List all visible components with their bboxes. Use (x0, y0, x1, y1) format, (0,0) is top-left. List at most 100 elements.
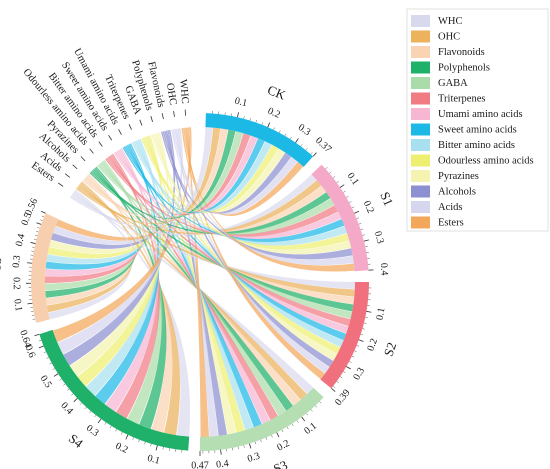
legend-swatch-umami-amino-acids (411, 108, 430, 120)
category-label-ohc: OHC (164, 82, 178, 106)
tick-label-s4-t2: 0.3 (84, 423, 101, 439)
minor-tick-s2 (349, 361, 352, 363)
legend-swatch-sweet-amino-acids (411, 123, 430, 136)
chord-s3-triterpenes (109, 155, 279, 421)
chord-s4-flavonoids (86, 174, 173, 433)
minor-tick-s1 (349, 201, 352, 203)
tick-label-s4-t0: 0.1 (146, 453, 161, 467)
tick-mark-s2-end (331, 388, 336, 392)
legend-frame (406, 8, 549, 232)
category-tick-whc (184, 109, 187, 116)
minor-tick-s3 (319, 401, 322, 404)
category-tick-odourless-amino-acids (89, 148, 94, 154)
tick-label-ck-t1: 0.2 (266, 106, 282, 121)
tick-mark-s4-end (34, 333, 40, 337)
legend-label-esters: Esters (438, 217, 464, 228)
minor-tick-s1 (343, 190, 346, 193)
chord-s5-esters (55, 127, 192, 241)
sector-arc-s1 (311, 164, 369, 272)
minor-tick-s4 (79, 402, 82, 405)
minor-tick-s5 (33, 238, 37, 240)
minor-tick-s3 (296, 420, 299, 423)
minor-tick-ck (261, 122, 263, 125)
tick-mark-s1-t0 (339, 184, 345, 188)
chord-s3-esters (186, 127, 210, 437)
tick-label-s5-t3: 0.4 (14, 233, 28, 248)
legend-swatch-acids (411, 201, 430, 213)
minor-tick-s3 (310, 409, 313, 412)
legend: WHC OHC Flavonoids Polyphenols GABA Triterpen… (406, 8, 549, 232)
tick-label-s4-end: 0.64 (17, 329, 33, 349)
chord-s5-alcohols (50, 129, 176, 249)
minor-tick-s1 (362, 234, 365, 236)
minor-tick-ck (310, 152, 313, 155)
minor-tick-s2 (365, 316, 368, 318)
minor-tick-s3 (291, 423, 294, 426)
minor-tick-s4 (144, 441, 146, 445)
legend-label-alcohols: Alcohols (438, 186, 476, 197)
tick-label-s2-end: 0.39 (333, 387, 353, 408)
tick-mark-ck-t0 (237, 112, 239, 118)
tick-mark-s5-t4 (36, 222, 42, 225)
tick-label-s3-t2: 0.3 (246, 451, 261, 465)
category-tick-pyrazines (80, 156, 86, 162)
chord-s1-bitter-amino-acids (133, 141, 348, 246)
minor-tick-ck (278, 130, 281, 133)
minor-tick-s4 (52, 368, 55, 370)
legend-swatch-pyrazines (411, 170, 430, 182)
minor-tick-s3 (260, 439, 262, 443)
chord-s3-ohc (78, 184, 307, 400)
sector-label-s1: S1 (377, 189, 396, 208)
legend-label-polyphenols: Polyphenols (438, 62, 490, 73)
legend-label-umami-amino-acids: Umami amino acids (438, 109, 523, 120)
sector-arcs (31, 113, 369, 451)
minor-tick-s1 (351, 206, 355, 209)
tick-mark-ck-end (312, 152, 317, 157)
minor-tick-s3 (243, 445, 245, 448)
sector-label-ck: CK (265, 82, 288, 103)
minor-tick-s4 (63, 383, 66, 386)
minor-tick-s4 (59, 378, 62, 381)
tick-label-s2-t0: 0.1 (375, 307, 388, 321)
sector-arc-s3 (200, 387, 324, 451)
chord-s4-esters (52, 127, 191, 343)
minor-tick-s1 (360, 228, 364, 231)
chord-s4-pyrazines (69, 132, 170, 377)
minor-tick-s2 (339, 376, 343, 379)
minor-tick-s2 (354, 350, 357, 352)
minor-tick-s1 (346, 196, 349, 198)
tick-label-s4-t5: 0.6 (22, 344, 37, 360)
legend-swatch-triterpenes (411, 92, 430, 105)
tick-mark-s5-t2 (27, 262, 33, 264)
minor-tick-s2 (362, 328, 365, 330)
sector-label-s3: S3 (271, 457, 290, 469)
minor-tick-s1 (329, 171, 332, 174)
chord-ck-acids (171, 129, 298, 215)
tick-label-s4-t1: 0.2 (114, 441, 130, 456)
minor-tick-s2 (360, 333, 364, 336)
category-tick-esters (57, 182, 64, 187)
minor-tick-s1 (356, 217, 360, 219)
minor-tick-s5 (41, 215, 45, 218)
minor-tick-ck (255, 120, 257, 123)
sector-arc-s5 (31, 213, 59, 323)
tick-label-s2-t1: 0.2 (365, 337, 380, 353)
tick-mark-s4-t4 (53, 373, 59, 377)
minor-tick-s3 (306, 413, 309, 416)
sector-arc-s4 (39, 329, 190, 451)
minor-tick-ck (249, 118, 251, 121)
tick-mark-s4-t5 (38, 345, 44, 349)
legend-label-whc: WHC (438, 16, 463, 27)
minor-tick-s5 (32, 246, 35, 248)
category-tick-umami-amino-acids (118, 129, 122, 135)
legend-swatch-esters (411, 216, 430, 229)
tick-mark-s2-t2 (346, 366, 351, 370)
tick-label-s4-t4: 0.5 (38, 374, 54, 390)
legend-label-pyrazines: Pyrazines (438, 171, 479, 182)
chord-s3-alcohols (165, 130, 228, 436)
tick-mark-s4-t3 (73, 398, 78, 403)
sector-arc-ck (205, 113, 314, 167)
minor-tick-ck (243, 116, 245, 119)
tick-label-s5-t0: 0.1 (11, 298, 23, 312)
